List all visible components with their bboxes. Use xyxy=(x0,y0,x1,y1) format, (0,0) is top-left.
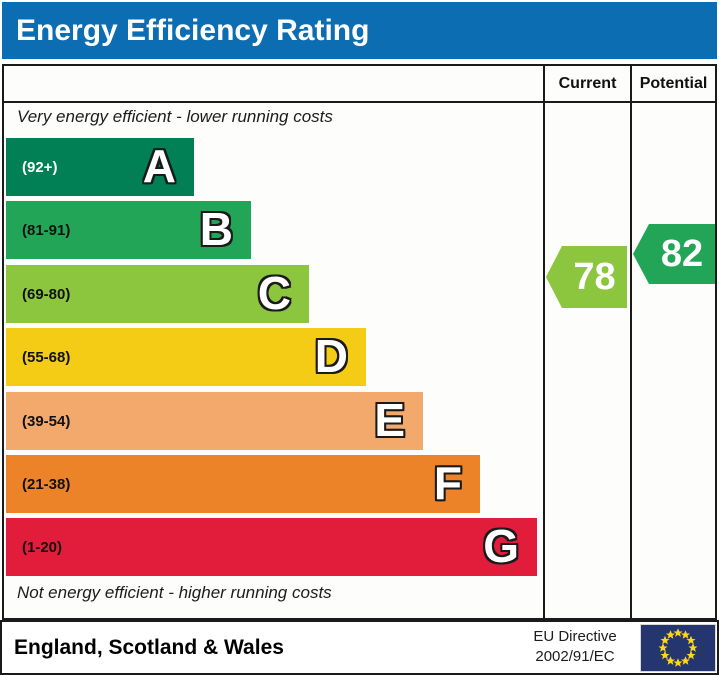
current-rating-arrow: 78 xyxy=(546,246,627,308)
band-row-d: (55-68) D xyxy=(6,328,366,386)
eu-directive-line1: EU Directive xyxy=(533,628,617,645)
header-divider xyxy=(4,101,715,103)
band-letter: E xyxy=(374,394,405,447)
band-row-e: (39-54) E xyxy=(6,392,423,450)
top-note: Very energy efficient - lower running co… xyxy=(17,107,333,126)
eu-directive-label: EU Directive 2002/91/EC xyxy=(519,627,631,667)
potential-rating-arrow: 82 xyxy=(633,224,715,284)
band-range-label: (92+) xyxy=(22,158,58,176)
band-range-label: (1-20) xyxy=(22,538,63,556)
band-range-label: (21-38) xyxy=(22,475,71,493)
current-column-divider xyxy=(543,66,545,618)
rating-table: Current Potential Very energy efficient … xyxy=(2,64,717,620)
region-label: England, Scotland & Wales xyxy=(14,636,284,659)
page-title: Energy Efficiency Rating xyxy=(16,13,370,47)
potential-column-header: Potential xyxy=(639,75,708,92)
potential-rating-value: 82 xyxy=(660,232,704,275)
eu-directive-line2: 2002/91/EC xyxy=(535,648,615,665)
band-letter: C xyxy=(257,267,291,320)
band-letter: B xyxy=(199,203,233,256)
footer-bar: England, Scotland & Wales EU Directive 2… xyxy=(0,620,719,675)
eu-flag-icon xyxy=(640,624,716,672)
band-letter: G xyxy=(483,520,519,573)
band-range-label: (39-54) xyxy=(22,412,71,430)
band-range-label: (81-91) xyxy=(22,221,71,239)
band-letter: F xyxy=(433,457,462,510)
current-column-header: Current xyxy=(558,75,617,92)
band-range-label: (69-80) xyxy=(22,285,71,303)
band-row-c: (69-80) C xyxy=(6,265,309,323)
band-row-a: (92+) A xyxy=(6,138,194,196)
band-range-label: (55-68) xyxy=(22,348,71,366)
current-rating-value: 78 xyxy=(573,255,616,298)
band-row-f: (21-38) F xyxy=(6,455,480,513)
band-row-g: (1-20) G xyxy=(6,518,537,576)
band-letter: D xyxy=(314,330,348,383)
title-bar: Energy Efficiency Rating xyxy=(2,2,717,59)
band-row-b: (81-91) B xyxy=(6,201,251,259)
potential-column-divider xyxy=(630,66,632,618)
bottom-note: Not energy efficient - higher running co… xyxy=(17,583,332,602)
band-letter: A xyxy=(142,140,176,193)
